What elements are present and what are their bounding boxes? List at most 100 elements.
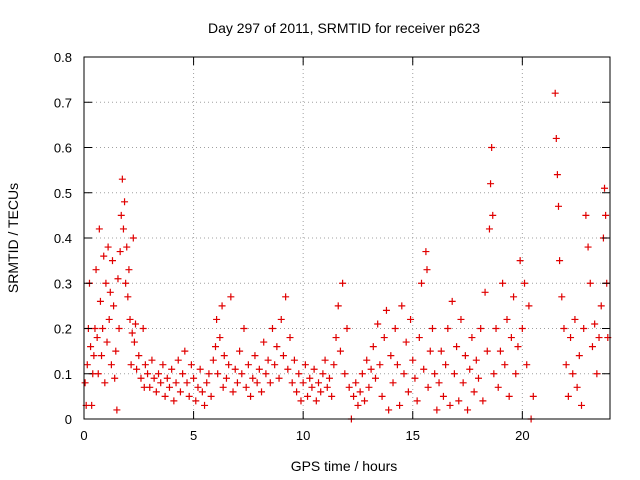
data-point — [244, 361, 252, 369]
data-point — [251, 352, 259, 360]
data-point — [122, 279, 130, 287]
data-point — [150, 374, 158, 382]
data-point — [424, 383, 432, 391]
data-point — [323, 383, 331, 391]
data-point — [124, 293, 132, 301]
data-point — [121, 198, 129, 206]
data-point — [247, 392, 255, 400]
data-point — [174, 356, 182, 364]
data-point — [103, 338, 111, 346]
data-point — [301, 361, 309, 369]
data-point — [529, 392, 537, 400]
data-point — [367, 365, 375, 373]
data-point — [279, 352, 287, 360]
data-point — [190, 374, 198, 382]
data-point — [227, 293, 235, 301]
data-point — [133, 365, 141, 373]
data-point — [181, 347, 189, 355]
data-point — [483, 347, 491, 355]
data-point — [271, 361, 279, 369]
data-point — [492, 325, 500, 332]
data-point — [159, 361, 167, 369]
data-point — [602, 211, 610, 219]
data-point — [157, 379, 165, 387]
data-point — [253, 379, 261, 387]
data-point — [183, 379, 191, 387]
data-point — [126, 315, 134, 323]
data-point — [582, 211, 590, 219]
data-point — [146, 383, 154, 391]
data-point — [442, 361, 450, 369]
data-point — [168, 365, 176, 373]
data-point — [96, 297, 104, 305]
data-point — [213, 315, 221, 323]
data-point — [116, 248, 124, 256]
data-point — [387, 352, 395, 360]
data-point — [562, 361, 570, 369]
data-point — [275, 374, 283, 382]
data-point — [282, 293, 290, 301]
data-point — [339, 279, 347, 287]
data-point — [101, 379, 109, 387]
data-point — [487, 180, 495, 188]
data-point — [378, 392, 386, 400]
data-point — [567, 334, 575, 342]
data-point — [431, 370, 439, 378]
data-point — [304, 392, 312, 400]
data-point — [102, 279, 110, 287]
data-point — [453, 343, 461, 351]
grid-lines — [84, 57, 610, 419]
data-point — [354, 401, 362, 409]
data-point — [255, 365, 263, 373]
data-point — [161, 392, 169, 400]
data-point — [155, 370, 163, 378]
data-point — [233, 379, 241, 387]
data-point — [391, 325, 399, 332]
data-point — [365, 383, 373, 391]
y-tick-label: 0 — [65, 412, 72, 427]
x-axis-label: GPS time / hours — [291, 458, 398, 474]
data-point — [87, 343, 95, 351]
data-point — [501, 361, 509, 369]
data-point — [457, 315, 465, 323]
data-point — [475, 374, 482, 382]
data-point — [472, 356, 480, 364]
data-point — [231, 365, 239, 373]
data-point — [597, 302, 605, 310]
data-point — [99, 325, 107, 332]
data-point — [113, 406, 121, 414]
data-point — [356, 388, 364, 396]
data-point — [312, 397, 320, 405]
data-point — [428, 325, 436, 332]
data-point — [591, 320, 599, 328]
data-point — [573, 383, 581, 391]
data-point — [575, 352, 583, 360]
y-tick-label: 0.3 — [54, 276, 72, 291]
data-point — [374, 320, 382, 328]
data-point — [319, 370, 327, 378]
data-point — [127, 361, 135, 369]
data-point — [315, 379, 323, 387]
y-tick-label: 0.6 — [54, 141, 72, 156]
data-point — [108, 257, 116, 265]
data-point — [123, 243, 131, 251]
data-point — [505, 392, 513, 400]
data-point — [214, 370, 222, 378]
data-point — [139, 325, 147, 332]
data-point — [236, 347, 244, 355]
data-point — [187, 361, 195, 369]
data-point — [404, 388, 412, 396]
data-point — [361, 397, 369, 405]
data-point — [343, 325, 351, 332]
data-point — [413, 397, 421, 405]
data-point — [119, 225, 127, 233]
data-point — [100, 252, 108, 260]
data-point — [222, 374, 230, 382]
data-point — [382, 306, 390, 314]
data-point — [165, 383, 173, 391]
data-point — [273, 343, 281, 351]
data-point — [481, 288, 489, 296]
data-point — [277, 315, 285, 323]
data-point — [238, 370, 246, 378]
data-point — [106, 288, 114, 296]
